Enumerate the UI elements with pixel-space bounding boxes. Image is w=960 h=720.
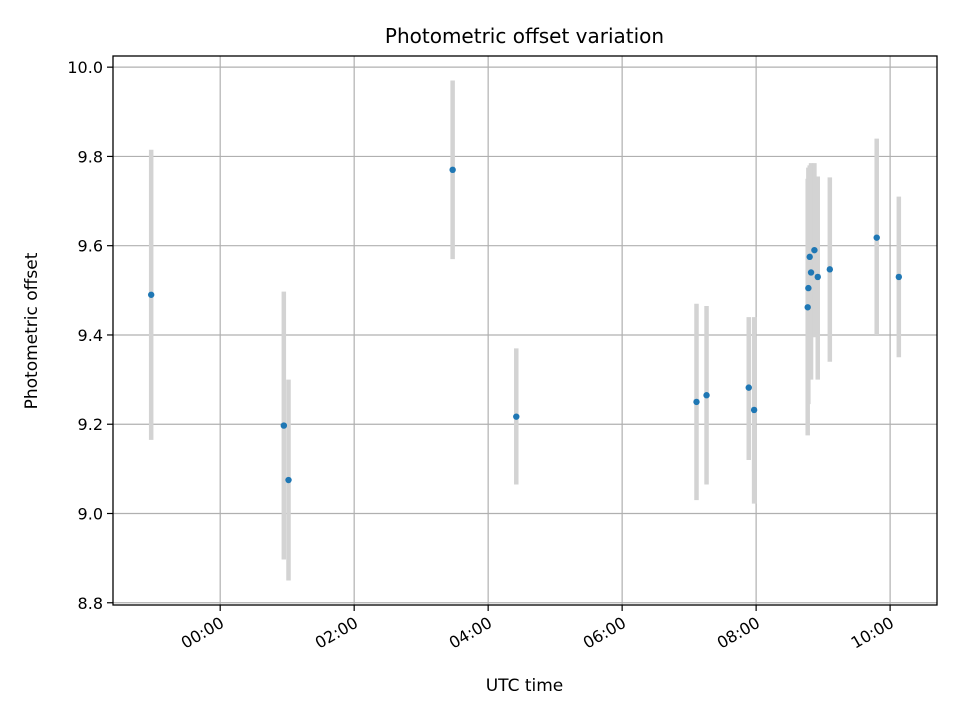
data-point: [449, 166, 456, 174]
data-point: [806, 253, 813, 261]
y-tick-label: 8.8: [78, 594, 103, 613]
data-point: [147, 291, 155, 298]
data-point: [895, 273, 903, 281]
data-point: [873, 234, 880, 241]
y-axis-label: Photometric offset: [22, 252, 42, 409]
plot-frame: [112, 55, 938, 606]
data-point: [285, 476, 292, 484]
y-axis-ticks: 8.8 9.0 9.2 9.4 9.6 9.8 10.0: [67, 58, 113, 613]
data-point: [745, 384, 752, 391]
data-point: [814, 273, 821, 281]
y-tick-label: 9.2: [78, 415, 103, 434]
y-tick-label: 9.8: [78, 147, 103, 166]
data-point: [693, 398, 700, 406]
data-point: [805, 284, 812, 292]
y-tick-label: 9.0: [78, 505, 103, 524]
data-point: [703, 392, 710, 399]
chart-title: Photometric offset variation: [385, 24, 664, 48]
data-point: [807, 269, 815, 276]
data-point: [804, 304, 811, 311]
y-tick-label: 9.6: [78, 237, 103, 256]
y-tick-label: 9.4: [78, 326, 103, 345]
data-point: [280, 422, 288, 429]
data-point: [750, 406, 758, 414]
data-point: [811, 246, 818, 254]
y-tick-label: 10.0: [67, 58, 103, 77]
x-axis-label: UTC time: [486, 676, 564, 696]
gridlines: [113, 56, 937, 605]
data-points: [147, 166, 903, 484]
data-point: [826, 266, 834, 273]
data-point: [513, 413, 520, 420]
